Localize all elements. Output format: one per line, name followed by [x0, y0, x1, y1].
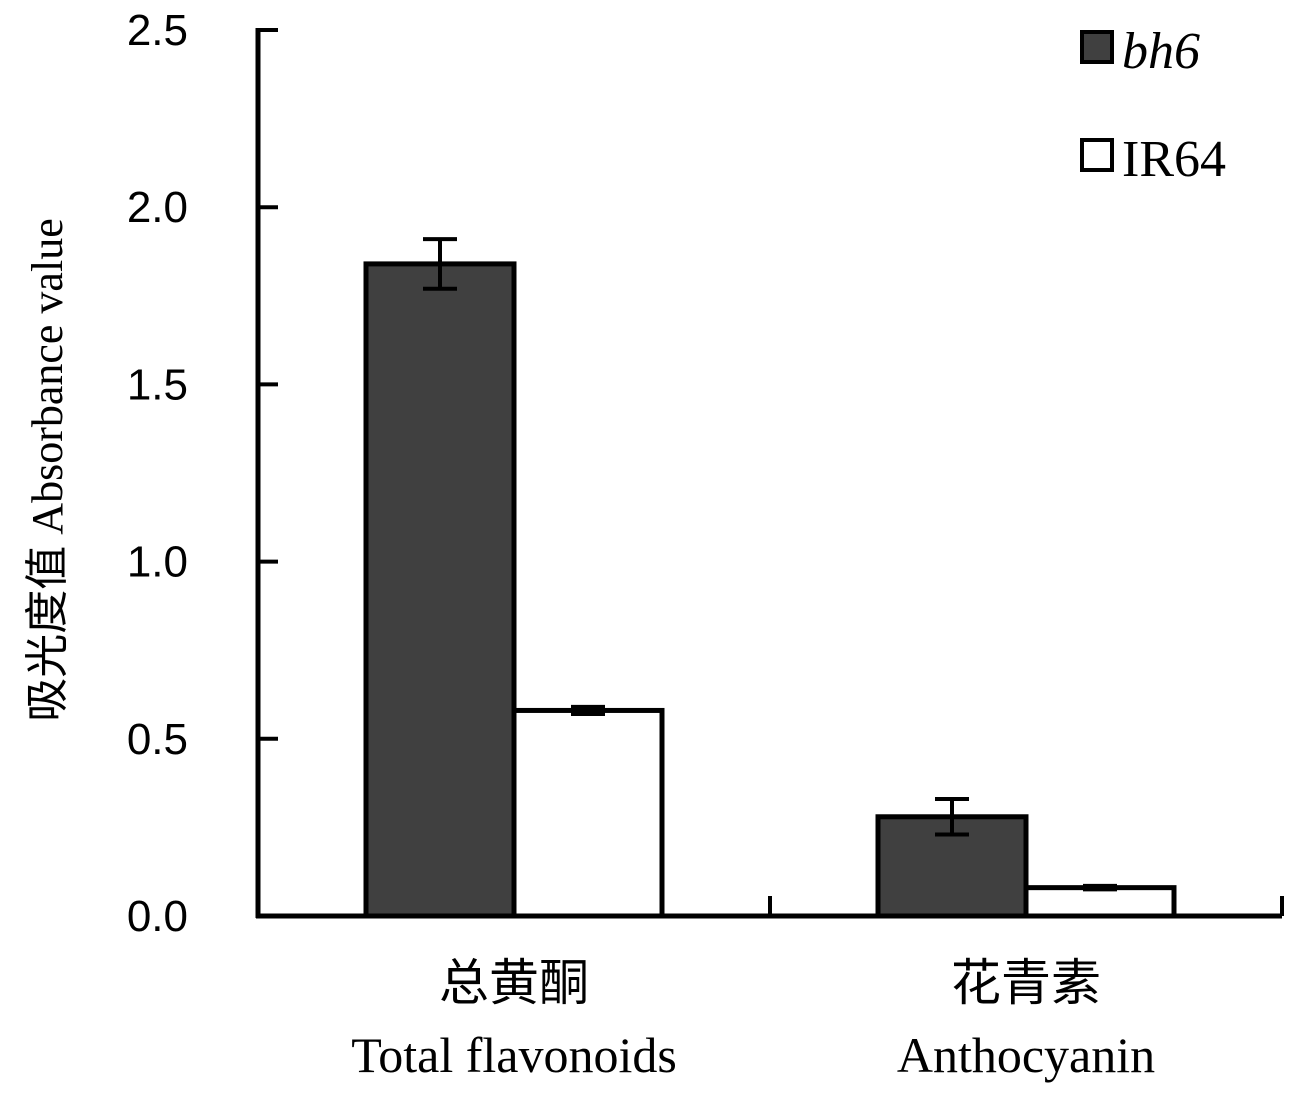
y-tick-label: 1.5	[127, 360, 188, 409]
y-axis-label: 吸光度值 Absorbance value	[23, 218, 72, 721]
axis-labels: 总黄酮 Total flavonoids 花青素 Anthocyanin 吸光度值 Ab…	[23, 218, 1155, 1083]
bar-ir64-0	[511, 707, 665, 919]
bar-ir64-1	[1023, 885, 1177, 919]
y-tick-label: 0.0	[127, 892, 188, 941]
x-category-label-zh: 总黄酮	[439, 955, 589, 1011]
y-tick-label: 0.5	[127, 715, 188, 764]
x-category-label-zh: 花青素	[951, 955, 1101, 1011]
bars	[363, 261, 1177, 919]
bar-bh6-0	[363, 261, 517, 919]
x-category-label-en: Total flavonoids	[351, 1027, 677, 1083]
y-tick-label: 1.0	[127, 538, 188, 587]
y-tick-label: 2.5	[127, 6, 188, 55]
y-tick-label: 2.0	[127, 183, 188, 232]
legend-label-ir64: IR64	[1122, 131, 1226, 188]
legend-label-bh6: bh6	[1122, 23, 1200, 80]
error-bars	[423, 237, 1117, 892]
legend-swatch-bh6	[1080, 30, 1114, 64]
legend: bh6 IR64	[1080, 23, 1226, 188]
x-category-label-en: Anthocyanin	[897, 1027, 1155, 1083]
legend-swatch-ir64	[1080, 138, 1114, 172]
